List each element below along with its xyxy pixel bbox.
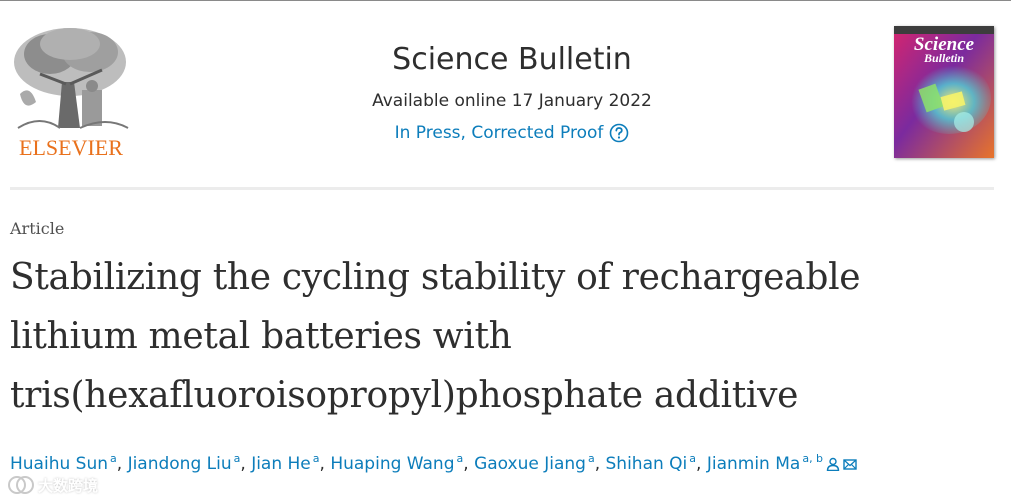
author-name: Huaihu Sun xyxy=(10,454,108,474)
watermark: 大数跨境 xyxy=(8,474,138,498)
author-name: Jiandong Liu xyxy=(127,454,232,474)
affiliation-mark[interactable]: a xyxy=(110,452,117,465)
author-separator: , xyxy=(240,454,252,474)
question-circle-icon[interactable] xyxy=(609,123,629,143)
author-separator: , xyxy=(116,454,128,474)
author-list: Huaihu Sun a, Jiandong Liu a, Jian He a, Hu… xyxy=(10,452,1000,474)
author-link[interactable]: Huaping Wang a xyxy=(330,452,464,474)
header-divider xyxy=(10,187,994,190)
title-line-1: Stabilizing the cycling stability of rec… xyxy=(10,257,861,298)
publisher-wordmark: ELSEVIER xyxy=(19,135,123,160)
affiliation-mark[interactable]: a xyxy=(312,452,320,465)
journal-cover-image[interactable]: Science Bulletin xyxy=(894,26,994,158)
author-separator: , xyxy=(696,454,707,474)
affiliation-mark[interactable]: a xyxy=(689,452,697,465)
author-name: Gaoxue Jiang xyxy=(474,454,586,474)
status-link[interactable]: In Press, Corrected Proof xyxy=(394,123,604,143)
corresponding-author-link[interactable]: Jianmin Ma a, b xyxy=(706,452,857,474)
author-link[interactable]: Huaihu Sun a xyxy=(10,452,117,474)
affiliation-mark[interactable]: a xyxy=(233,452,241,465)
cover-title-line1: Science xyxy=(914,34,975,55)
author-link[interactable]: Jian He a xyxy=(251,452,320,474)
person-icon[interactable] xyxy=(826,457,840,471)
top-rule xyxy=(0,0,1011,1)
author-name: Jianmin Ma xyxy=(706,454,801,474)
tree-icon xyxy=(10,26,132,130)
cover-title-line2: Bulletin xyxy=(923,51,964,65)
journal-info: Science Bulletin Available online 17 Jan… xyxy=(300,40,724,144)
affiliation-mark[interactable]: a, b xyxy=(802,452,824,465)
available-online-date: Available online 17 January 2022 xyxy=(372,91,652,111)
article-type: Article xyxy=(10,219,65,238)
journal-title-link[interactable]: Science Bulletin xyxy=(392,42,632,77)
article-title: Stabilizing the cycling stability of rec… xyxy=(10,248,1000,425)
affiliation-mark[interactable]: a xyxy=(456,452,464,465)
author-separator: , xyxy=(594,454,606,474)
author-link[interactable]: Jiandong Liu a xyxy=(127,452,241,474)
envelope-icon[interactable] xyxy=(843,457,857,471)
article-status: In Press, Corrected Proof xyxy=(300,122,724,144)
author-name: Shihan Qi xyxy=(605,454,688,474)
author-name: Huaping Wang xyxy=(330,454,455,474)
watermark-logo-icon xyxy=(8,476,34,494)
author-name: Jian He xyxy=(251,454,311,474)
author-link[interactable]: Gaoxue Jiang a xyxy=(474,452,595,474)
watermark-text: 大数跨境 xyxy=(38,477,99,495)
elsevier-logo[interactable]: ELSEVIER xyxy=(10,24,132,160)
author-separator: , xyxy=(463,454,475,474)
title-line-3: tris(hexafluoroisopropyl)phosphate addit… xyxy=(10,375,799,416)
author-separator: , xyxy=(319,454,331,474)
author-link[interactable]: Shihan Qi a xyxy=(605,452,697,474)
affiliation-mark[interactable]: a xyxy=(587,452,595,465)
title-line-2: lithium metal batteries with xyxy=(10,316,512,357)
